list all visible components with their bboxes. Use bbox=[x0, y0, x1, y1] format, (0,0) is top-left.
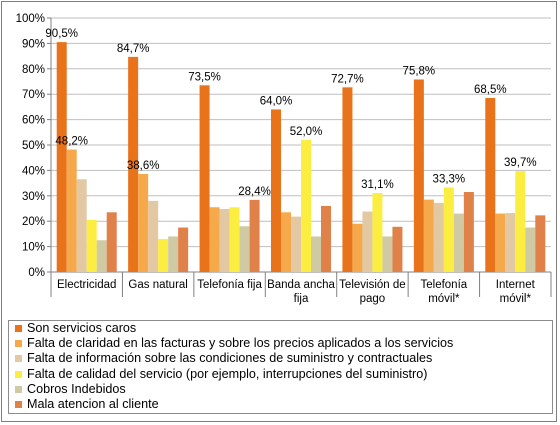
legend-item: Son servicios caros bbox=[15, 321, 552, 336]
bar-chart: 0% 10% 20% 30% 40% 50% 60% 70% 80% 90% 100% Electri… bbox=[16, 13, 552, 305]
bar bbox=[249, 199, 260, 272]
legend-item: Falta de claridad en las facturas y sobr… bbox=[15, 336, 552, 351]
data-label: 90,5% bbox=[45, 28, 78, 40]
y-tick-label: 10% bbox=[22, 242, 45, 254]
bar bbox=[443, 187, 454, 272]
bar bbox=[301, 139, 311, 272]
bar bbox=[413, 79, 424, 272]
bar bbox=[392, 226, 403, 272]
bar bbox=[66, 149, 77, 272]
legend-item: Mala atencion al cliente bbox=[15, 397, 552, 412]
data-label: 48,2% bbox=[55, 136, 88, 148]
data-label: 68,5% bbox=[474, 84, 507, 96]
chart-legend: Son servicios caros Falta de claridad en … bbox=[8, 320, 553, 414]
bar bbox=[148, 200, 159, 272]
bar bbox=[96, 240, 107, 272]
bar bbox=[372, 193, 383, 272]
legend-swatch bbox=[15, 340, 22, 348]
bar bbox=[281, 212, 291, 272]
bar bbox=[178, 227, 189, 272]
bar bbox=[199, 85, 210, 272]
bar bbox=[86, 219, 97, 272]
legend-swatch bbox=[15, 401, 22, 409]
y-tick-label: 80% bbox=[22, 64, 45, 76]
bar bbox=[209, 207, 220, 272]
legend-swatch bbox=[15, 355, 22, 363]
category-label: Telefonía fija bbox=[197, 279, 262, 291]
bar bbox=[138, 173, 149, 272]
y-tick-label: 60% bbox=[22, 115, 45, 127]
bar bbox=[168, 236, 179, 272]
legend-label: Falta de claridad en las facturas y sobr… bbox=[27, 336, 454, 351]
y-tick-label: 90% bbox=[22, 38, 45, 50]
bar bbox=[311, 236, 321, 272]
bar bbox=[463, 191, 474, 272]
bar bbox=[56, 42, 67, 272]
bar bbox=[229, 207, 240, 272]
y-tick-label: 20% bbox=[22, 216, 45, 228]
data-label: 39,7% bbox=[504, 157, 537, 169]
bar bbox=[515, 171, 526, 272]
legend-item: Cobros Indebidos bbox=[15, 382, 552, 397]
legend-label: Mala atencion al cliente bbox=[27, 397, 159, 412]
category-label: pago bbox=[360, 293, 386, 305]
bar bbox=[219, 209, 230, 272]
y-tick-label: 100% bbox=[16, 13, 45, 25]
bar bbox=[106, 212, 117, 272]
legend-swatch bbox=[15, 325, 22, 333]
data-label: 75,8% bbox=[403, 65, 436, 77]
category-label: móvil* bbox=[428, 293, 460, 305]
data-label: 64,0% bbox=[260, 95, 293, 107]
data-label: 31,1% bbox=[361, 179, 394, 191]
bar bbox=[271, 109, 281, 272]
legend-swatch bbox=[15, 385, 22, 393]
bar bbox=[505, 213, 516, 272]
legend-item: Falta de calidad del servicio (por ejemp… bbox=[15, 367, 552, 382]
y-tick-label: 30% bbox=[22, 191, 45, 203]
data-label: 52,0% bbox=[290, 126, 323, 138]
bar bbox=[342, 87, 353, 272]
bar bbox=[76, 179, 87, 272]
category-label: Banda ancha bbox=[267, 279, 335, 291]
bar bbox=[382, 236, 393, 272]
bar bbox=[423, 199, 434, 272]
bar bbox=[453, 213, 464, 272]
category-label: Telefonía bbox=[421, 279, 468, 291]
legend-label: Falta de información sobre las condicion… bbox=[27, 351, 433, 366]
bar bbox=[485, 98, 496, 272]
category-label: Internet bbox=[496, 279, 536, 291]
bar bbox=[495, 213, 506, 272]
bar bbox=[128, 56, 139, 272]
category-label: fija bbox=[294, 293, 309, 305]
data-label: 28,4% bbox=[238, 186, 271, 198]
legend-swatch bbox=[15, 370, 22, 378]
y-tick-label: 50% bbox=[22, 140, 45, 152]
data-label: 84,7% bbox=[117, 43, 150, 55]
legend-item: Falta de información sobre las condicion… bbox=[15, 351, 552, 366]
bar bbox=[433, 202, 444, 272]
bar bbox=[362, 211, 373, 272]
data-label: 33,3% bbox=[433, 173, 466, 185]
data-label: 38,6% bbox=[127, 160, 160, 172]
category-label: móvil* bbox=[500, 293, 532, 305]
data-label: 72,7% bbox=[331, 73, 364, 85]
bar bbox=[239, 226, 250, 272]
y-tick-label: 70% bbox=[22, 89, 45, 101]
category-label: Electricidad bbox=[57, 279, 116, 291]
bar bbox=[321, 205, 331, 272]
bar bbox=[158, 238, 169, 272]
bar bbox=[525, 227, 536, 272]
category-label: Gas natural bbox=[128, 279, 187, 291]
data-label: 73,5% bbox=[188, 71, 221, 83]
y-tick-label: 0% bbox=[28, 267, 45, 279]
bar bbox=[291, 216, 301, 272]
bar bbox=[352, 223, 363, 272]
legend-label: Cobros Indebidos bbox=[27, 381, 126, 396]
bar bbox=[535, 215, 546, 272]
legend-label: Son servicios caros bbox=[27, 321, 137, 336]
y-tick-label: 40% bbox=[22, 165, 45, 177]
category-label: Televisión de bbox=[339, 279, 405, 291]
legend-label: Falta de calidad del servicio (por ejemp… bbox=[27, 366, 428, 381]
